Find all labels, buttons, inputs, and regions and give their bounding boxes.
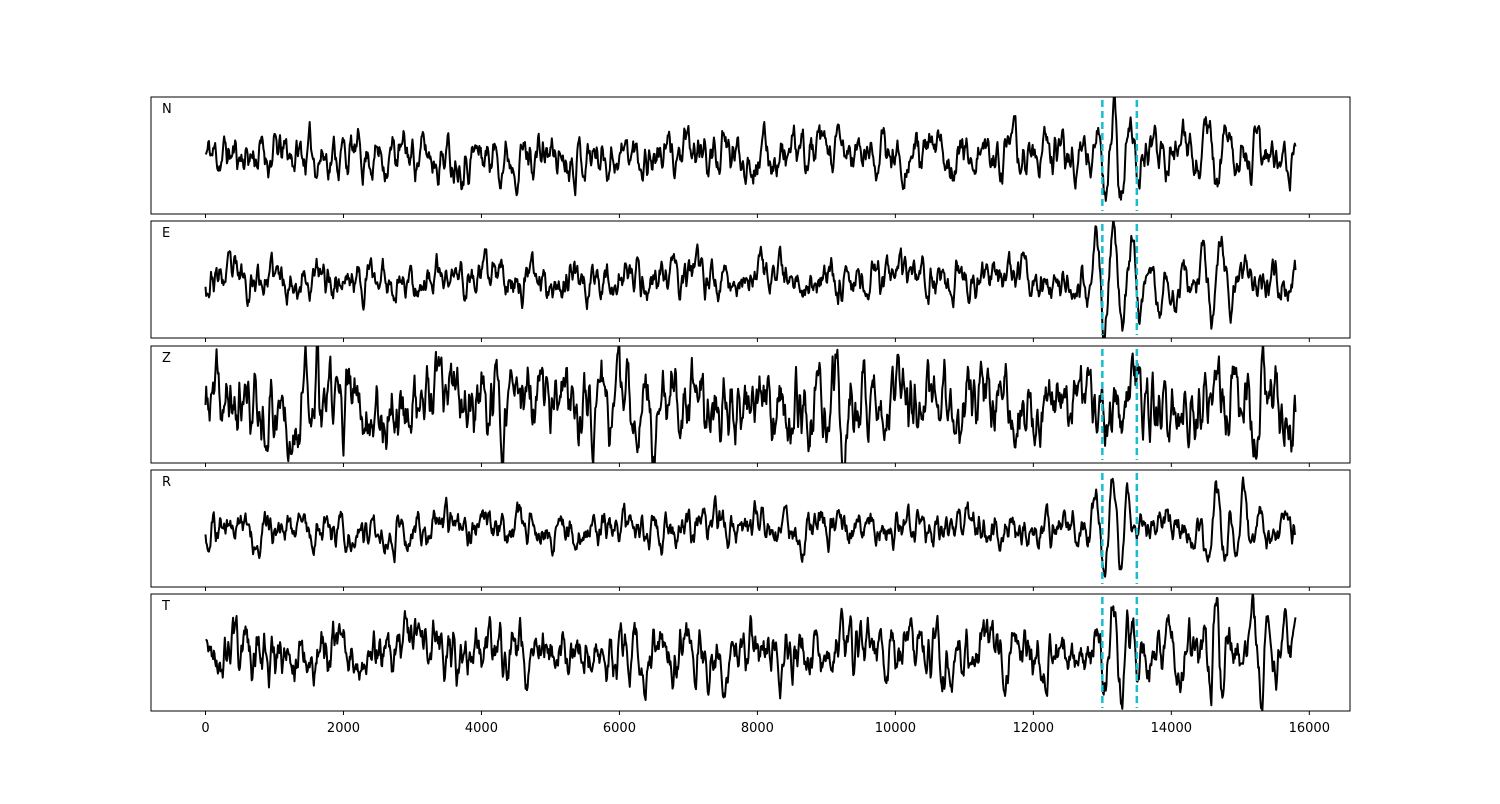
panel-t: T — [150, 593, 1351, 715]
waveform-e — [204, 221, 1297, 338]
panel-label: R — [162, 475, 171, 490]
x-tick-label: 10000 — [875, 721, 916, 736]
waveform-z — [204, 346, 1297, 463]
waveform-t — [205, 594, 1297, 711]
x-tick-label: 16000 — [1289, 721, 1330, 736]
panel-label: Z — [162, 351, 171, 366]
x-tick-label: 12000 — [1013, 721, 1054, 736]
x-tick-label: 4000 — [465, 721, 498, 736]
x-tick-label: 8000 — [741, 721, 774, 736]
panel-label: N — [162, 102, 172, 117]
panel-r: R — [150, 469, 1351, 591]
waveform-r — [204, 476, 1297, 578]
panel-frame — [150, 96, 1351, 215]
x-tick-label: 0 — [201, 721, 209, 736]
x-tick-label: 2000 — [327, 721, 360, 736]
panels: N E Z R T — [150, 96, 1351, 715]
waveform-n — [204, 97, 1297, 202]
x-tick-label: 14000 — [1151, 721, 1192, 736]
x-tick-label: 6000 — [603, 721, 636, 736]
x-axis: 0 2000 4000 6000 8000 10000 12000 14000 16000 — [201, 721, 1330, 736]
panel-label: T — [161, 599, 170, 614]
panel-label: E — [162, 226, 170, 241]
panel-z: Z — [150, 345, 1351, 467]
panel-e: E — [150, 220, 1351, 342]
panel-n: N — [150, 96, 1351, 218]
